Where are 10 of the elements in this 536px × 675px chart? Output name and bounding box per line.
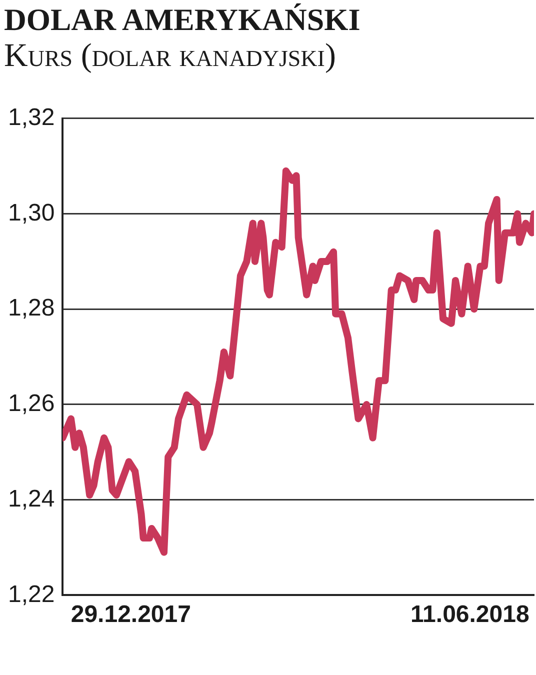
chart-title: DOLAR AMERYKAŃSKI	[4, 2, 360, 38]
chart-subtitle: Kurs (dolar kanadyjski)	[4, 38, 336, 75]
y-tick-label: 1,28	[8, 294, 55, 322]
y-tick-label: 1,22	[8, 580, 55, 608]
y-tick-label: 1,32	[8, 104, 55, 132]
y-tick-label: 1,24	[8, 485, 55, 512]
y-tick-label: 1,26	[8, 390, 55, 418]
x-tick-label: 29.12.2017	[70, 601, 191, 628]
x-tick-label: 11.06.2018	[410, 601, 530, 628]
y-tick-label: 1,30	[8, 199, 55, 226]
